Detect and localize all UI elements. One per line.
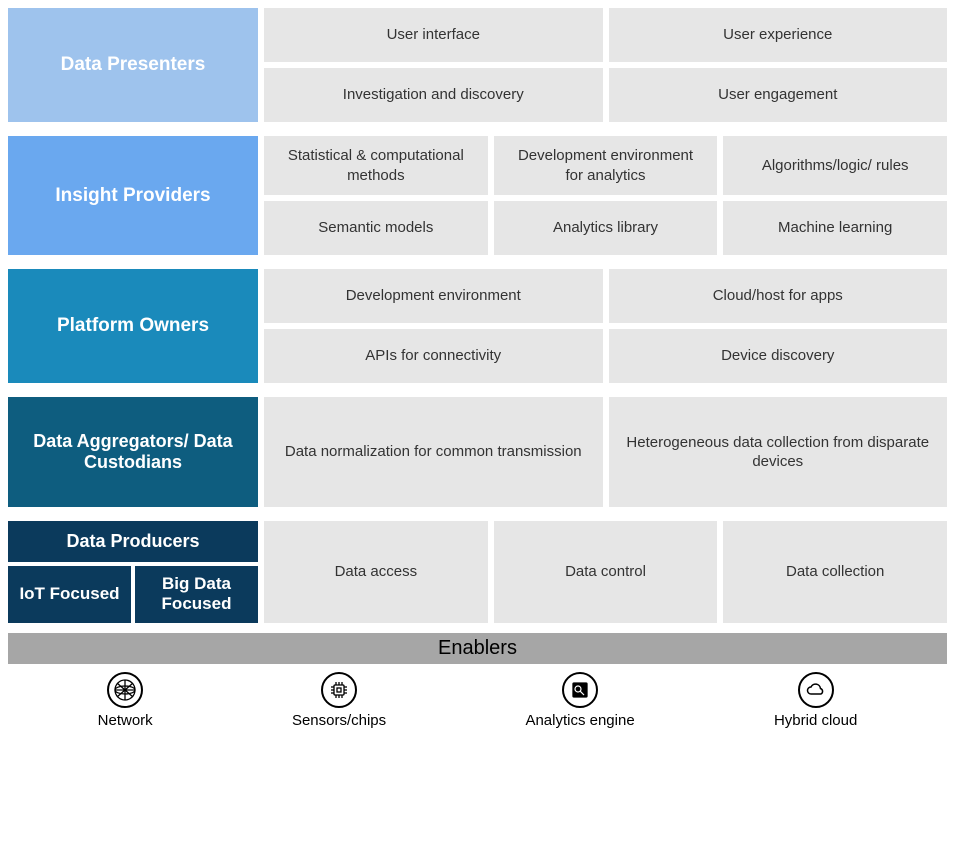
- producers-top-label: Data Producers: [8, 521, 258, 562]
- cell: Analytics library: [494, 201, 718, 255]
- cell: Data normalization for common transmissi…: [264, 397, 603, 507]
- enablers-bar: Enablers: [8, 633, 947, 664]
- enabler-label: Sensors/chips: [292, 712, 386, 729]
- cell: User experience: [609, 8, 948, 62]
- layer-presenters: Data Presenters User interface User expe…: [8, 8, 947, 122]
- enabler-label: Hybrid cloud: [774, 712, 857, 729]
- cell: Algorithms/logic/ rules: [723, 136, 947, 195]
- producers-sub-row: IoT Focused Big Data Focused: [8, 566, 258, 623]
- cell: Data access: [264, 521, 488, 623]
- row: Data normalization for common transmissi…: [264, 397, 947, 507]
- layer-content-insight: Statistical & computational methods Deve…: [264, 136, 947, 255]
- layer-producers: Data Producers IoT Focused Big Data Focu…: [8, 521, 947, 623]
- cell: User interface: [264, 8, 603, 62]
- network-icon: [107, 672, 143, 708]
- enabler-sensors: Sensors/chips: [292, 672, 386, 729]
- cell: Data control: [494, 521, 718, 623]
- enabler-analytics: Analytics engine: [525, 672, 634, 729]
- row: Investigation and discovery User engagem…: [264, 68, 947, 122]
- layer-label-insight: Insight Providers: [8, 136, 258, 255]
- cell: Development environment for analytics: [494, 136, 718, 195]
- layer-label-platform: Platform Owners: [8, 269, 258, 383]
- layer-content-aggregators: Data normalization for common transmissi…: [264, 397, 947, 507]
- cell: Investigation and discovery: [264, 68, 603, 122]
- layer-content-presenters: User interface User experience Investiga…: [264, 8, 947, 122]
- row: User interface User experience: [264, 8, 947, 62]
- layer-label-producers: Data Producers IoT Focused Big Data Focu…: [8, 521, 258, 623]
- layer-platform: Platform Owners Development environment …: [8, 269, 947, 383]
- cell: Semantic models: [264, 201, 488, 255]
- enabler-label: Network: [98, 712, 153, 729]
- cell: Machine learning: [723, 201, 947, 255]
- cell: Heterogeneous data collection from dispa…: [609, 397, 948, 507]
- cell: Development environment: [264, 269, 603, 323]
- layer-insight: Insight Providers Statistical & computat…: [8, 136, 947, 255]
- cell: Device discovery: [609, 329, 948, 383]
- row: Data access Data control Data collection: [264, 521, 947, 623]
- cell: Cloud/host for apps: [609, 269, 948, 323]
- enabler-cloud: Hybrid cloud: [774, 672, 857, 729]
- cell: Statistical & computational methods: [264, 136, 488, 195]
- enabler-label: Analytics engine: [525, 712, 634, 729]
- row: APIs for connectivity Device discovery: [264, 329, 947, 383]
- analytics-icon: [562, 672, 598, 708]
- enablers-row: Network Sensors/chips: [8, 664, 947, 729]
- cloud-icon: [798, 672, 834, 708]
- cell: Data collection: [723, 521, 947, 623]
- producers-sub-bigdata: Big Data Focused: [135, 566, 258, 623]
- cell: APIs for connectivity: [264, 329, 603, 383]
- enabler-network: Network: [98, 672, 153, 729]
- layer-content-producers: Data access Data control Data collection: [264, 521, 947, 623]
- row: Development environment Cloud/host for a…: [264, 269, 947, 323]
- layer-label-presenters: Data Presenters: [8, 8, 258, 122]
- layer-content-platform: Development environment Cloud/host for a…: [264, 269, 947, 383]
- row: Statistical & computational methods Deve…: [264, 136, 947, 195]
- layer-aggregators: Data Aggregators/ Data Custodians Data n…: [8, 397, 947, 507]
- cell: User engagement: [609, 68, 948, 122]
- layer-label-aggregators: Data Aggregators/ Data Custodians: [8, 397, 258, 507]
- producers-sub-iot: IoT Focused: [8, 566, 131, 623]
- row: Semantic models Analytics library Machin…: [264, 201, 947, 255]
- chip-icon: [321, 672, 357, 708]
